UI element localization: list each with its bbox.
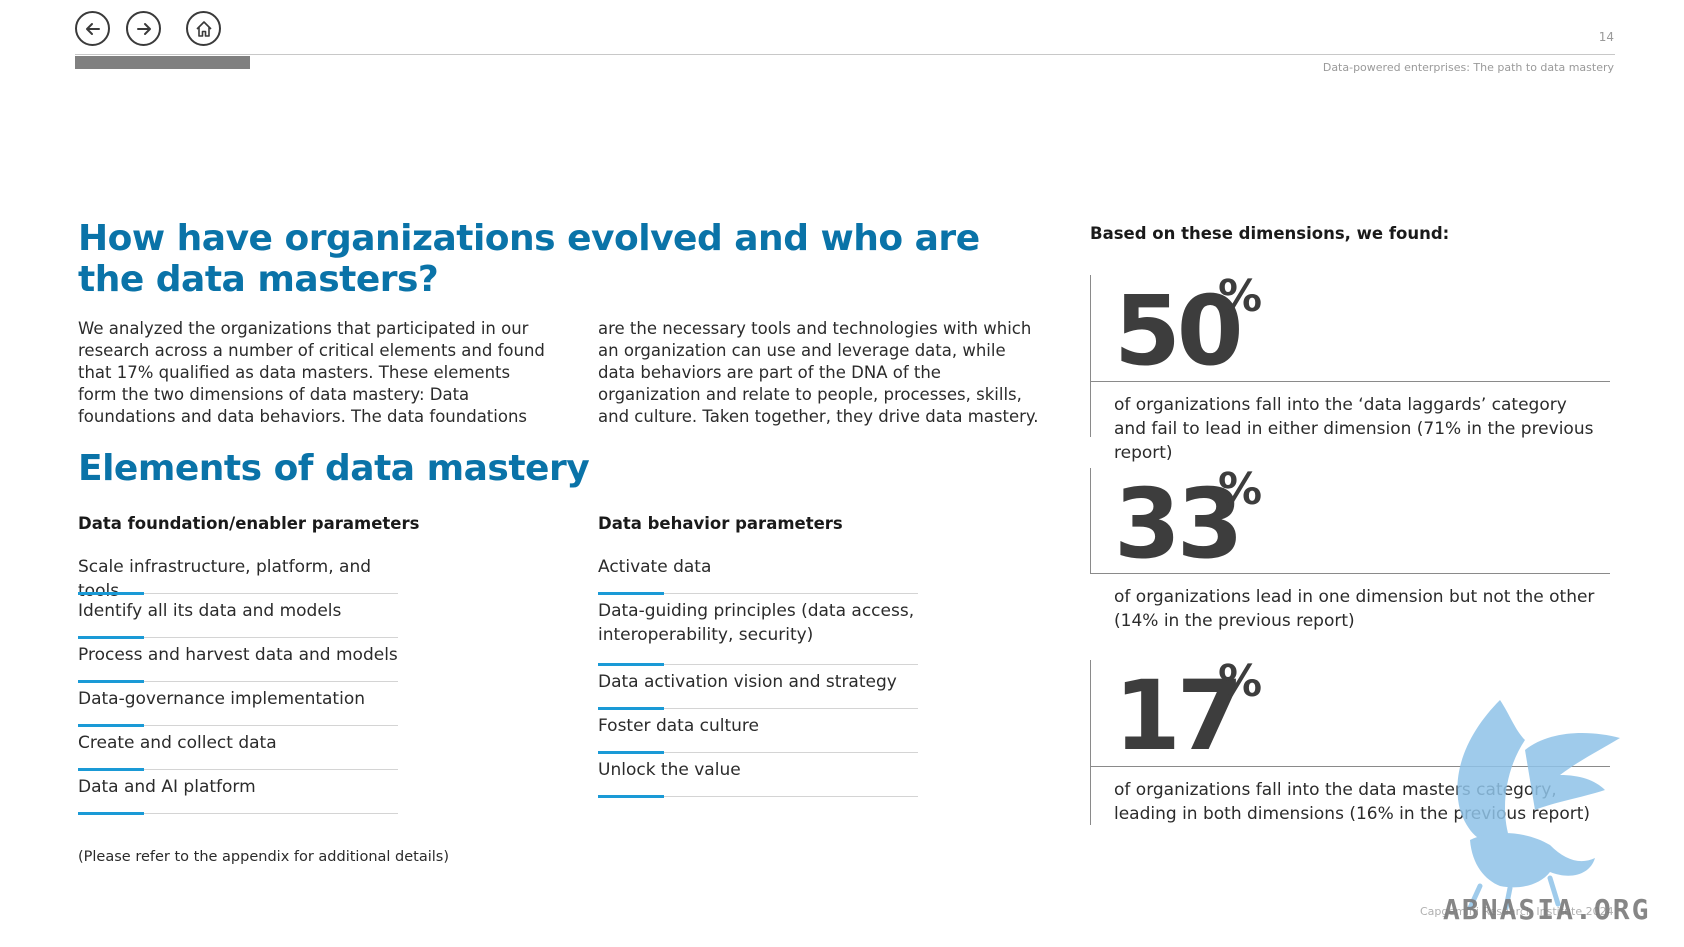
list-item: Activate data <box>598 550 918 595</box>
stat-description: of organizations fall into the ‘data lag… <box>1114 395 1594 463</box>
header-rule <box>75 54 1615 55</box>
footnote: (Please refer to the appendix for additi… <box>78 849 450 865</box>
stat-divider-vertical <box>1090 275 1091 437</box>
behavior-list: Activate data Data-guiding principles (d… <box>598 550 918 798</box>
list-item: Process and harvest data and models <box>78 638 398 683</box>
forward-button[interactable] <box>126 11 161 46</box>
stat-value: 33 <box>1114 468 1244 580</box>
home-icon <box>195 20 212 37</box>
watermark-text: ABNASIA.ORG <box>1443 893 1651 926</box>
stat-description: of organizations lead in one dimension b… <box>1114 587 1595 631</box>
intro-text-left: We analyzed the organizations that parti… <box>78 319 545 426</box>
page-title: How have organizations evolved and who a… <box>78 218 980 300</box>
stat-unit: % <box>1218 656 1263 707</box>
list-item: Foster data culture <box>598 709 918 754</box>
list-item: Identify all its data and models <box>78 594 398 639</box>
list-item: Data activation vision and strategy <box>598 665 918 710</box>
stat-divider-vertical <box>1090 660 1091 825</box>
stat-value: 17 <box>1114 660 1244 772</box>
list-item: Data-guiding principles (data access, in… <box>598 594 918 666</box>
running-head: Data-powered enterprises: The path to da… <box>1322 61 1614 74</box>
griffin-watermark-logo <box>1457 700 1620 910</box>
list-item: Create and collect data <box>78 726 398 771</box>
page-number: 14 <box>1598 30 1614 44</box>
stats-heading: Based on these dimensions, we found: <box>1090 224 1450 243</box>
intro-text-right: are the necessary tools and technologies… <box>598 319 1039 426</box>
list-item: Data and AI platform <box>78 770 398 815</box>
stat-unit: % <box>1218 464 1263 515</box>
arrow-right-icon <box>136 22 151 35</box>
stat-unit: % <box>1218 271 1263 322</box>
section-title: Elements of data mastery <box>78 448 590 489</box>
foundation-list: Scale infrastructure, platform, and tool… <box>78 550 398 815</box>
list-item: Scale infrastructure, platform, and tool… <box>78 550 398 601</box>
copyright-text: Capgemini Research Institute 2024 <box>1420 905 1614 918</box>
list-item: Data-governance implementation <box>78 682 398 727</box>
stat-value: 50 <box>1114 275 1244 387</box>
arrow-left-icon <box>85 22 100 35</box>
foundation-heading: Data foundation/enabler parameters <box>78 514 420 533</box>
stat-divider-vertical <box>1090 468 1091 574</box>
list-item: Unlock the value <box>598 753 918 798</box>
stat-divider-horizontal <box>1090 381 1610 382</box>
stat-divider-horizontal <box>1090 573 1610 574</box>
behavior-heading: Data behavior parameters <box>598 514 843 533</box>
back-button[interactable] <box>75 11 110 46</box>
section-progress-bar <box>75 56 250 69</box>
home-button[interactable] <box>186 11 221 46</box>
stat-divider-horizontal <box>1090 766 1610 767</box>
